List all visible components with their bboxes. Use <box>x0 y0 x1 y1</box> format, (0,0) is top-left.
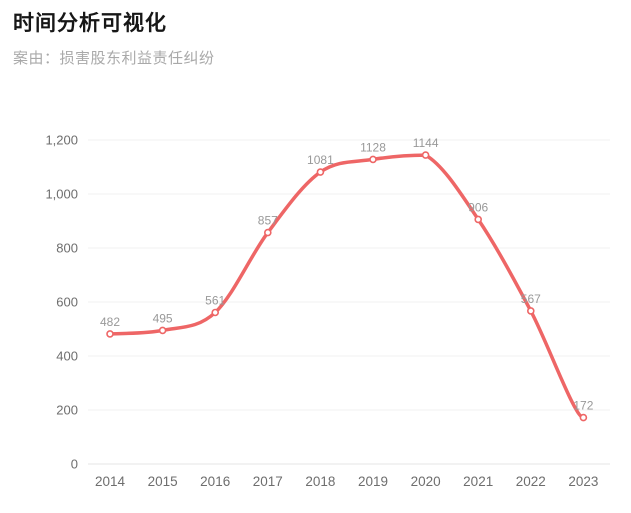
series-line <box>108 153 586 420</box>
page-title: 时间分析可视化 <box>13 12 167 35</box>
data-point-label: 567 <box>521 292 541 306</box>
x-axis-tick-label: 2023 <box>568 474 598 489</box>
data-point[interactable] <box>316 168 325 176</box>
data-point[interactable] <box>158 326 167 335</box>
data-point-label: 1128 <box>360 140 386 154</box>
y-axis-tick-label: 600 <box>56 295 78 310</box>
data-point[interactable] <box>421 151 430 159</box>
x-axis-tick-label: 2016 <box>200 474 230 489</box>
data-point-label: 906 <box>468 200 488 214</box>
x-axis-tick-label: 2021 <box>463 474 493 489</box>
data-point[interactable] <box>526 307 535 315</box>
chart-header: 时间分析可视化 案由：损害股东利益责任纠纷 <box>13 12 215 68</box>
data-point[interactable] <box>369 155 377 164</box>
x-axis-tick-label: 2017 <box>253 474 283 489</box>
y-axis-tick-label: 1,000 <box>45 187 78 202</box>
data-point-label: 482 <box>100 315 120 329</box>
x-axis-tick-label: 2018 <box>305 474 335 489</box>
line-chart: 0 200 400 600 800 1,000 1,200 2014 2015 2016 2017 2… <box>0 100 631 508</box>
data-point-label: 172 <box>573 399 593 413</box>
x-axis-tick-label: 2015 <box>148 474 178 489</box>
y-axis-tick-label: 400 <box>56 349 78 364</box>
y-axis-tick-label: 0 <box>71 457 78 472</box>
x-axis-tick-label: 2022 <box>516 474 546 489</box>
data-point[interactable] <box>579 413 588 422</box>
data-point[interactable] <box>106 330 114 338</box>
data-point-label: 1081 <box>307 153 334 167</box>
x-axis-tick-label: 2020 <box>411 474 441 489</box>
data-point-label: 561 <box>205 294 225 308</box>
data-point[interactable] <box>263 228 272 237</box>
x-axis-tick-label: 2014 <box>95 474 126 489</box>
data-point-label: 495 <box>153 311 173 325</box>
data-point[interactable] <box>474 215 483 224</box>
x-axis-tick-label: 2019 <box>358 474 388 489</box>
y-axis-tick-label: 200 <box>56 403 78 418</box>
chart-subtitle: 案由：损害股东利益责任纠纷 <box>13 50 215 68</box>
y-axis-tick-label: 800 <box>56 241 78 256</box>
data-point-label: 1144 <box>413 136 439 150</box>
data-point-label: 857 <box>258 214 278 228</box>
line-chart-svg: 0 200 400 600 800 1,000 1,200 2014 2015 2016 2017 2… <box>45 133 610 489</box>
data-point[interactable] <box>211 308 219 317</box>
y-axis-tick-label: 1,200 <box>45 133 78 148</box>
